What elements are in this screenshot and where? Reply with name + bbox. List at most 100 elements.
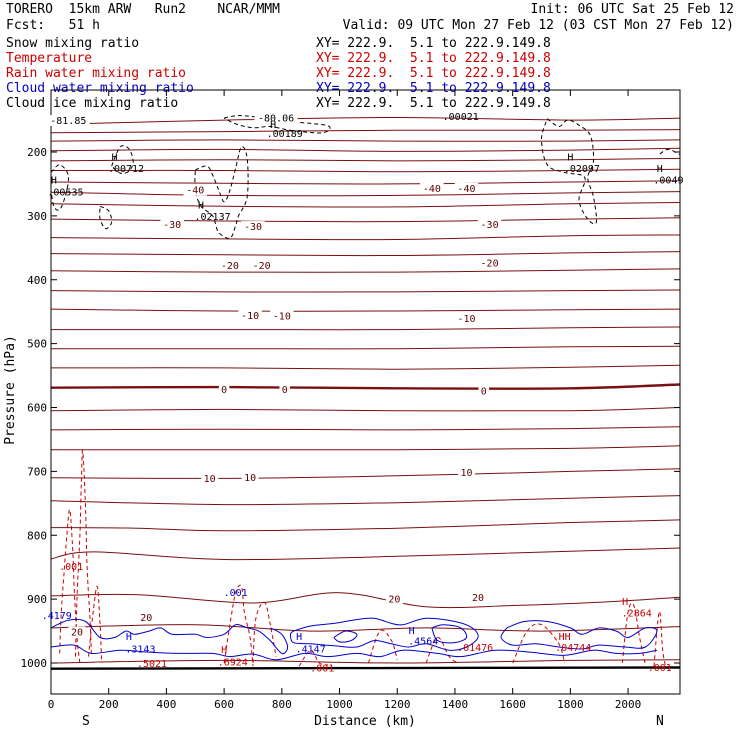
- x-tick-label: 800: [272, 698, 292, 711]
- rain-water-contour: [653, 610, 667, 667]
- extremum-marker: H: [198, 200, 204, 211]
- isotherm-line: [51, 445, 681, 451]
- cloud-water-contour: [431, 624, 468, 644]
- contour-value-label: .02137: [195, 212, 231, 223]
- label-knockout: [477, 219, 502, 231]
- legend-xy: XY= 222.9. 5.1 to 222.9.149.8: [316, 36, 551, 51]
- x-tick-label: 1800: [557, 698, 584, 711]
- cloud-ice-contour: [99, 205, 113, 230]
- isotherm-line: [50, 180, 681, 185]
- extremum-marker: H: [126, 632, 132, 643]
- legend-xy: XY= 222.9. 5.1 to 222.9.149.8: [316, 81, 551, 96]
- contour-value-label: -20: [481, 259, 499, 270]
- isotherm-line: [50, 251, 681, 257]
- label-knockout: [469, 592, 487, 604]
- isotherm-line: [50, 234, 681, 241]
- label-knockout: [160, 219, 184, 231]
- contour-value-label: .2864: [622, 609, 652, 620]
- contour-value-label: -30: [244, 222, 262, 233]
- rain-water-contour: [223, 584, 254, 667]
- south-end-label: S: [82, 714, 90, 729]
- extremum-marker: H: [51, 175, 57, 186]
- contour-value-label: -81.85: [50, 116, 86, 127]
- extremum-marker: H: [221, 645, 227, 656]
- contour-value-label: .001: [59, 562, 83, 573]
- isotherm-line: [50, 326, 681, 331]
- contour-value-label: 20: [388, 594, 400, 605]
- contour-value-label: .00021: [443, 112, 479, 123]
- contour-value-label: .00189: [267, 129, 303, 140]
- legend-name: Temperature: [6, 51, 93, 66]
- isotherm-line: [50, 116, 681, 125]
- rain-water-contour: [621, 602, 646, 666]
- label-knockout: [46, 115, 90, 127]
- cloud-water-contour: [50, 644, 658, 661]
- isotherm-line: [50, 364, 681, 370]
- cloud-water-contour: [50, 618, 289, 655]
- contour-value-label: .4179: [42, 611, 72, 622]
- extremum-marker: H: [296, 632, 302, 643]
- freezing-level-line: [50, 383, 681, 390]
- contour-layer: [50, 115, 681, 670]
- isotherm-line: [50, 191, 681, 197]
- x-tick-label: 1600: [499, 698, 526, 711]
- y-axis-label: Pressure (hPa): [3, 335, 18, 445]
- rain-water-contour: [367, 629, 398, 664]
- x-tick-label: 600: [214, 698, 234, 711]
- isotherm-line: [50, 157, 681, 162]
- north-end-label: N: [656, 714, 664, 729]
- label-knockout: [218, 383, 230, 395]
- extremum-marker: H: [657, 164, 663, 175]
- extremum-marker: H: [409, 626, 415, 637]
- label-knockout: [270, 310, 294, 322]
- cloud-water-contour: [333, 630, 358, 643]
- isotherm-line: [50, 147, 681, 152]
- contour-value-label: .00712: [108, 164, 144, 175]
- rain-water-contour: [252, 601, 277, 664]
- label-knockout: [477, 257, 502, 269]
- model-title: TORERO 15km ARW Run2 NCAR/MMM: [6, 2, 280, 17]
- legend-xy: XY= 222.9. 5.1 to 222.9.149.8: [316, 96, 551, 111]
- contour-value-label: .00535: [47, 188, 83, 199]
- contour-value-label: 0: [481, 386, 487, 397]
- contour-value-label: -40: [457, 184, 475, 195]
- isotherm-line: [50, 624, 681, 632]
- label-knockout: [68, 626, 86, 638]
- x-tick-label: 1400: [442, 698, 469, 711]
- legend-xy: XY= 222.9. 5.1 to 222.9.149.8: [316, 51, 551, 66]
- label-knockout: [478, 385, 490, 397]
- contour-value-label: -80.06: [258, 114, 294, 125]
- contour-value-label: -40: [186, 186, 204, 197]
- isotherm-line: [50, 268, 681, 273]
- contour-value-label: -20: [253, 261, 271, 272]
- y-tick-label: 500: [27, 338, 47, 351]
- label-knockout: [218, 260, 242, 272]
- plot-frame: [50, 89, 681, 695]
- isotherm-line: [50, 345, 681, 350]
- rain-water-contour: [512, 623, 566, 664]
- label-knockout: [454, 313, 479, 325]
- legend-name: Rain water mixing ratio: [6, 66, 187, 81]
- x-tick-label: 400: [156, 698, 176, 711]
- contour-value-label: .001: [224, 588, 248, 599]
- isotherm-line: [50, 495, 681, 506]
- y-tick-label: 900: [27, 593, 47, 606]
- label-knockout: [254, 112, 298, 124]
- isotherm-line: [50, 426, 681, 431]
- y-tick-label: 1000: [21, 657, 48, 670]
- extremum-marker: H: [622, 597, 628, 608]
- contour-value-label: -20: [221, 261, 239, 272]
- cloud-ice-contour: [540, 118, 598, 225]
- isotherm-line: [50, 547, 681, 561]
- contour-value-label: 10: [460, 468, 472, 479]
- forecast-hour: Fcst: 51 h: [6, 18, 100, 33]
- contour-value-label: .001: [310, 663, 334, 674]
- x-tick-label: 1200: [384, 698, 411, 711]
- contour-value-label: -40: [423, 184, 441, 195]
- x-tick-label: 200: [99, 698, 119, 711]
- contour-value-label: .001: [648, 663, 672, 674]
- contour-value-label: -10: [273, 312, 291, 323]
- contour-value-label: .5021: [137, 659, 167, 670]
- legend-xy: XY= 222.9. 5.1 to 222.9.149.8: [316, 66, 551, 81]
